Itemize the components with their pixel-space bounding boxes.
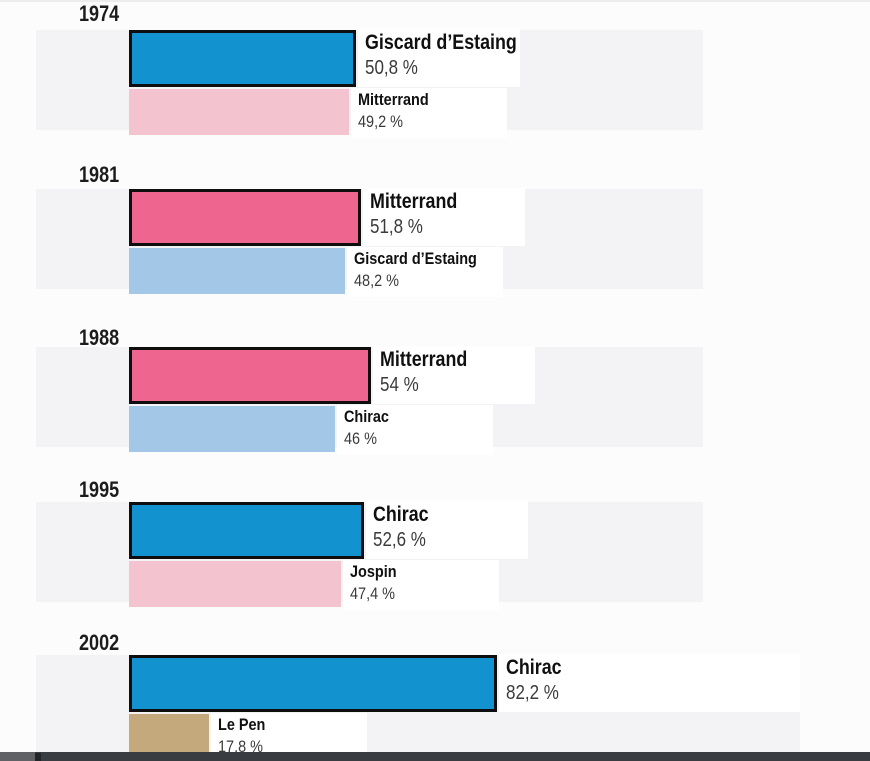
winner-name: Mitterrand (370, 190, 458, 213)
year-label: 1981 (79, 162, 120, 187)
runner-up-bar (129, 406, 335, 452)
runner-up-name: Chirac (344, 407, 389, 426)
winner-percentage: 51,8 % (370, 216, 423, 238)
winner-label-box: Chirac 52,6 % (366, 501, 528, 559)
runner-up-percentage: 47,4 % (350, 584, 395, 603)
winner-bar (129, 502, 364, 559)
winner-label-box: Mitterrand 54 % (373, 346, 535, 404)
winner-percentage: 82,2 % (506, 682, 559, 704)
runner-up-label-box: Giscard d’Estaing 48,2 % (347, 247, 503, 297)
winner-bar (129, 655, 497, 712)
runner-up-label-box: Jospin 47,4 % (343, 560, 499, 610)
bottom-progress-bar-handle[interactable] (35, 753, 41, 761)
year-label: 1974 (79, 1, 120, 26)
runner-up-percentage: 48,2 % (354, 271, 399, 290)
winner-name: Giscard d’Estaing (365, 31, 517, 54)
winner-name: Mitterrand (380, 348, 468, 371)
runner-up-name: Jospin (350, 562, 397, 581)
winner-percentage: 54 % (380, 374, 419, 396)
year-label: 1988 (79, 325, 120, 350)
runner-up-name: Mitterrand (358, 90, 429, 109)
winner-percentage: 50,8 % (365, 57, 418, 79)
runner-up-bar (129, 248, 345, 294)
runner-up-percentage: 17,8 % (218, 737, 263, 756)
year-label: 2002 (79, 630, 120, 655)
runner-up-name: Giscard d’Estaing (354, 249, 477, 268)
runner-up-label-box: Chirac 46 % (337, 405, 493, 455)
bottom-progress-bar-segment[interactable] (0, 752, 35, 761)
runner-up-percentage: 46 % (344, 429, 377, 448)
winner-bar (129, 30, 356, 87)
runner-up-percentage: 49,2 % (358, 112, 403, 131)
runner-up-name: Le Pen (218, 715, 266, 734)
bottom-progress-bar[interactable] (0, 752, 870, 761)
top-divider-line (0, 0, 870, 2)
winner-bar (129, 189, 361, 246)
winner-name: Chirac (506, 656, 562, 679)
winner-name: Chirac (373, 503, 429, 526)
year-label: 1995 (79, 477, 120, 502)
winner-bar (129, 347, 371, 404)
winner-label-box: Mitterrand 51,8 % (363, 188, 525, 246)
runner-up-bar (129, 561, 341, 607)
runner-up-bar (129, 89, 349, 135)
winner-label-box: Chirac 82,2 % (499, 654, 800, 712)
winner-label-box: Giscard d’Estaing 50,8 % (358, 29, 520, 87)
winner-percentage: 52,6 % (373, 529, 426, 551)
runner-up-label-box: Mitterrand 49,2 % (351, 88, 507, 138)
